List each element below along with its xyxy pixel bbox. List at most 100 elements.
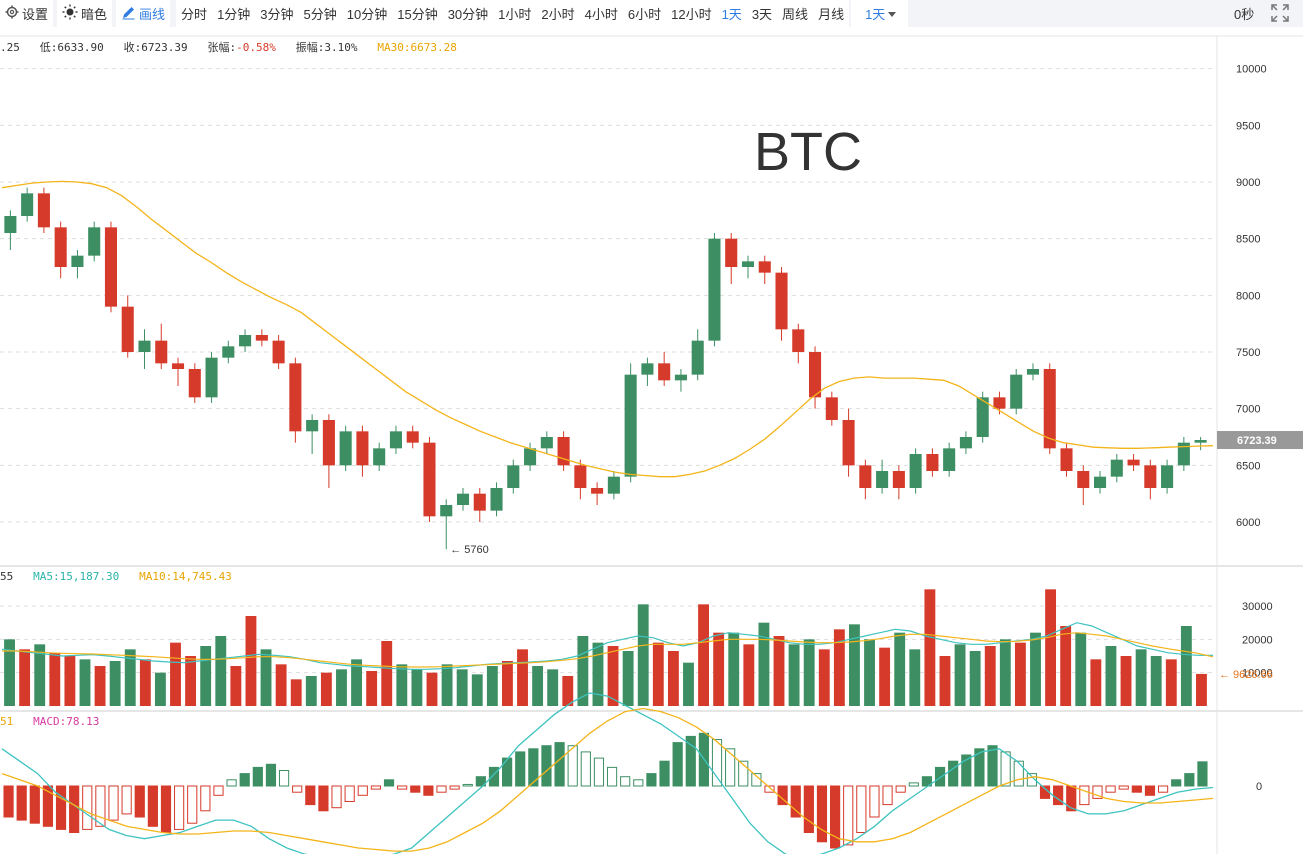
dark-mode-button[interactable]: 暗色 xyxy=(57,0,113,27)
timeframe-item[interactable]: 10分钟 xyxy=(346,7,388,22)
price-tick-label: 10000 xyxy=(1236,64,1267,76)
volume-bar xyxy=(351,659,362,706)
timeframe-item[interactable]: 1天 xyxy=(721,7,742,22)
timeframe-item[interactable]: 1分钟 xyxy=(217,7,251,22)
macd-bar xyxy=(82,785,93,830)
candle-body xyxy=(1144,465,1157,488)
volume-bar xyxy=(652,642,664,706)
candle-body xyxy=(272,340,285,364)
candle-body xyxy=(1177,442,1190,466)
macd-bar xyxy=(331,785,342,809)
candle-body xyxy=(859,465,872,488)
gear-icon xyxy=(5,5,22,22)
macd-bar xyxy=(633,779,644,787)
timeframe-item[interactable]: 30分钟 xyxy=(447,7,489,22)
volume-bar xyxy=(411,669,423,706)
timeframe-item[interactable]: 15分钟 xyxy=(397,7,438,22)
macd-bar xyxy=(502,757,513,787)
timeframe-item[interactable]: 3天 xyxy=(751,7,773,22)
macd-bar xyxy=(725,748,736,787)
candle-body xyxy=(691,340,704,375)
timeframe-group: 分时 1分钟 3分钟 5分钟 10分钟 15分钟 30分钟 1小时 2小时 4小时 6小时 12小时 1… xyxy=(176,0,850,27)
macd-bar xyxy=(934,766,946,787)
macd-bar xyxy=(278,770,290,787)
candle-body xyxy=(792,329,805,352)
volume-bar xyxy=(1196,673,1207,706)
timeframe-item[interactable]: 分时 xyxy=(181,7,208,22)
volume-bar xyxy=(34,644,46,706)
candle-body xyxy=(21,193,34,216)
volume-bar xyxy=(577,636,589,706)
candle-body xyxy=(976,397,989,437)
settings-button[interactable]: 设置 xyxy=(0,0,54,27)
candle-body xyxy=(222,346,235,358)
macd-bar xyxy=(790,785,801,818)
macd-bar xyxy=(3,785,14,818)
candle-body xyxy=(356,431,369,466)
timeframe-item[interactable]: 3分钟 xyxy=(260,7,294,22)
timeframe-item[interactable]: 2小时 xyxy=(541,7,575,22)
volume-bar xyxy=(290,679,302,706)
candle-body xyxy=(1110,459,1123,477)
candle-body xyxy=(389,431,402,449)
volume-bar xyxy=(471,674,483,706)
macd-bar xyxy=(738,760,749,787)
timeframe-item[interactable]: 月线 xyxy=(818,7,845,22)
candle-body xyxy=(490,488,503,511)
macd-value: MACD:78.13 xyxy=(33,715,100,728)
macd-bar xyxy=(1184,773,1195,787)
volume-bar xyxy=(1120,656,1132,706)
candle-body xyxy=(1026,369,1040,375)
macd-bar xyxy=(882,785,893,806)
volume-bar xyxy=(200,646,212,706)
macd-bar xyxy=(29,785,40,824)
volume-bar xyxy=(517,649,528,706)
volume-info-line: 55 MA5:15,187.30 MA10:14,745.43 xyxy=(0,570,232,583)
fullscreen-icon[interactable] xyxy=(1270,3,1290,23)
macd-bar xyxy=(554,742,565,787)
timeframe-item[interactable]: 12小时 xyxy=(671,7,712,22)
volume-bar xyxy=(109,661,121,706)
candle-body xyxy=(373,448,386,466)
volume-bar xyxy=(1060,626,1072,706)
amplitude-value: 振幅:3.10% xyxy=(295,41,358,54)
timeframe-item[interactable]: 5分钟 xyxy=(303,7,337,22)
pencil-icon xyxy=(121,5,139,23)
macd-bar xyxy=(213,785,224,796)
candle-body xyxy=(121,306,134,352)
volume-bar xyxy=(547,669,559,706)
candle-body xyxy=(574,465,587,488)
candle-body xyxy=(188,369,201,398)
draw-line-button[interactable]: 画线 xyxy=(116,0,171,27)
timeframe-item[interactable]: 4小时 xyxy=(584,7,618,22)
candle-body xyxy=(1194,440,1207,443)
candle-body xyxy=(658,363,671,381)
draw-line-label: 画线 xyxy=(139,7,166,22)
macd-bar xyxy=(370,785,381,790)
candle-body xyxy=(322,420,335,466)
macd-bar xyxy=(55,785,67,830)
volume-bar xyxy=(909,649,921,706)
timeframe-item[interactable]: 6小时 xyxy=(627,7,662,22)
candle-body xyxy=(306,420,319,432)
timeframe-dropdown[interactable]: 1天 xyxy=(851,0,908,27)
macd-bar xyxy=(659,760,670,787)
timeframe-item[interactable]: 周线 xyxy=(782,7,809,22)
macd-bar xyxy=(908,782,919,787)
macd-bar xyxy=(410,785,421,793)
volume-bar xyxy=(803,639,815,706)
volume-tick-label: 10000 xyxy=(1242,668,1273,680)
volume-bar xyxy=(260,649,272,706)
candle-body xyxy=(239,335,252,347)
volume-bar xyxy=(788,644,800,706)
change-label: 张幅: xyxy=(207,41,237,54)
volume-bar xyxy=(4,639,15,706)
volume-ma5: MA5:15,187.30 xyxy=(33,570,120,583)
timeframe-item[interactable]: 1小时 xyxy=(498,7,532,22)
volume-bar xyxy=(607,646,619,706)
macd-bar xyxy=(305,785,316,806)
volume-bar xyxy=(728,632,740,706)
macd-bar xyxy=(69,785,80,833)
macd-bar xyxy=(580,751,591,787)
